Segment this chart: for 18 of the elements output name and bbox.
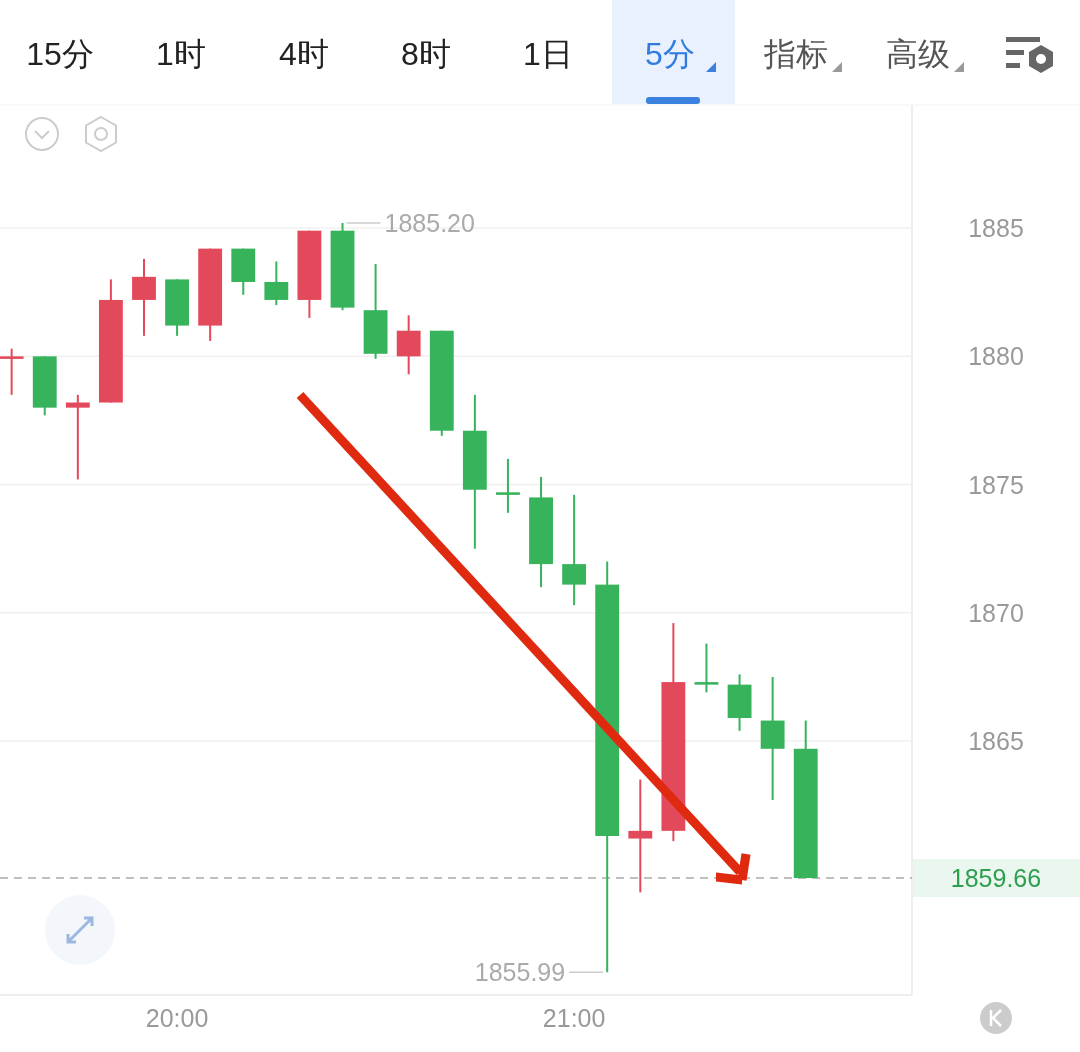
y-tick-label: 1875	[968, 470, 1024, 499]
text: 1时	[156, 36, 206, 72]
text: 1日	[523, 36, 573, 72]
text: 4时	[279, 36, 329, 72]
y-tick-label: 1885	[968, 214, 1024, 243]
text: 高级	[886, 36, 950, 72]
annotation: 1855.99	[474, 958, 566, 987]
ref-line-label: 1859.66	[950, 864, 1042, 893]
text: 5分	[645, 36, 695, 72]
x-tick-label: 21:00	[542, 1004, 606, 1032]
y-tick-label: 1865	[968, 727, 1024, 756]
text: 指标	[763, 36, 828, 72]
annotation: 1885.20	[384, 208, 475, 237]
text: 15分	[26, 36, 94, 72]
y-tick-label: 1870	[968, 598, 1024, 627]
y-tick-label: 1880	[968, 342, 1024, 371]
x-tick-label: 20:00	[145, 1004, 209, 1032]
text: 8时	[401, 36, 451, 72]
